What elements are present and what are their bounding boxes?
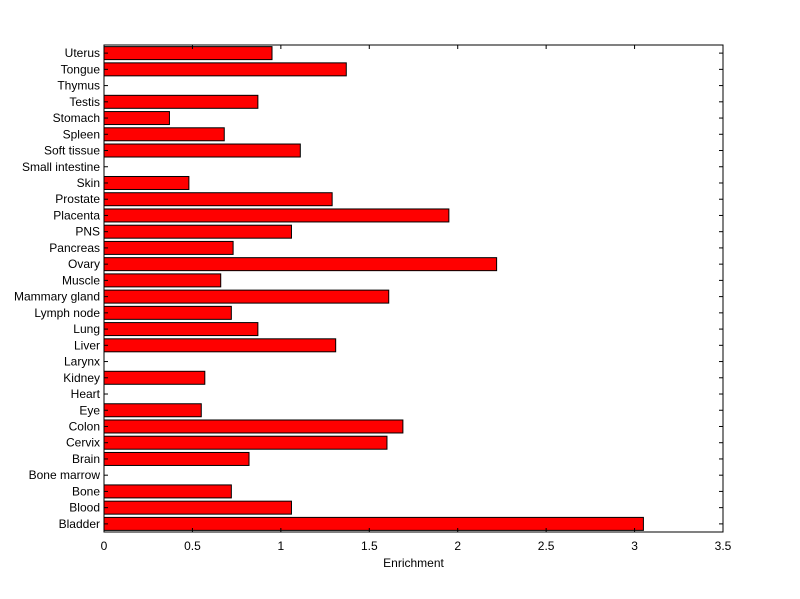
bars-group <box>103 46 644 531</box>
bar <box>103 419 404 434</box>
y-tick-labels: Bladder Blood Bone Bone marrow Brain Cervix Co… <box>14 46 101 531</box>
bar <box>103 240 234 255</box>
bar <box>103 516 644 531</box>
y-tick-label: Kidney <box>63 371 100 385</box>
y-tick-label: Uterus <box>65 46 100 60</box>
bar <box>103 289 390 304</box>
y-tick-label: Bladder <box>59 517 100 531</box>
bar <box>103 338 337 353</box>
bar <box>103 127 225 142</box>
bar <box>103 500 292 515</box>
y-tick-label: Placenta <box>53 208 100 222</box>
bar <box>103 94 259 109</box>
y-tick-label: Larynx <box>64 355 100 369</box>
y-tick-label: Spleen <box>63 127 100 141</box>
y-tick-label: Skin <box>77 176 100 190</box>
y-tick-label: Eye <box>79 403 100 417</box>
bar <box>103 403 202 418</box>
x-tick-label: 1.5 <box>361 539 378 553</box>
x-tick-label: 2.5 <box>538 539 555 553</box>
y-tick-label: Colon <box>69 419 100 433</box>
bar <box>103 192 333 207</box>
y-tick-label: Ovary <box>68 257 100 271</box>
y-tick-label: Lymph node <box>34 306 100 320</box>
y-tick-label: Brain <box>72 452 100 466</box>
y-tick-label: Tongue <box>61 62 101 76</box>
bar <box>103 322 259 337</box>
y-tick-label: Pancreas <box>49 241 100 255</box>
bar <box>103 370 206 385</box>
bar <box>103 208 450 223</box>
bar <box>103 305 232 320</box>
y-tick-label: PNS <box>75 225 100 239</box>
bar <box>103 451 250 466</box>
y-tick-label: Thymus <box>57 79 100 93</box>
bar <box>103 143 301 158</box>
bar <box>103 224 292 239</box>
y-tick-label: Small intestine <box>22 160 100 174</box>
bar <box>103 46 273 61</box>
x-tick-label: 3.5 <box>715 539 732 553</box>
y-tick-label: Heart <box>71 387 101 401</box>
x-tick-label: 1 <box>278 539 285 553</box>
x-tick-label: 0 <box>101 539 108 553</box>
x-tick-label: 3 <box>631 539 638 553</box>
y-tick-label: Blood <box>69 501 100 515</box>
y-tick-label: Muscle <box>62 273 100 287</box>
bar <box>103 62 347 77</box>
y-tick-label: Bone <box>72 484 100 498</box>
y-tick-label: Cervix <box>66 436 100 450</box>
bar <box>103 273 222 288</box>
x-tick-label: 0.5 <box>184 539 201 553</box>
bar <box>103 484 232 499</box>
bar <box>103 111 170 126</box>
y-tick-label: Liver <box>74 338 100 352</box>
y-tick-label: Stomach <box>53 111 100 125</box>
bar <box>103 257 498 272</box>
y-tick-label: Testis <box>69 95 100 109</box>
y-tick-label: Bone marrow <box>29 468 101 482</box>
x-tick-labels: 0 0.5 1 1.5 2 2.5 3 3.5 <box>101 539 732 553</box>
y-tick-label: Soft tissue <box>44 144 100 158</box>
plot-area-frame <box>103 44 724 533</box>
y-tick-label: Lung <box>73 322 100 336</box>
bar <box>103 435 388 450</box>
bar <box>103 175 190 190</box>
x-tick-label: 2 <box>454 539 461 553</box>
x-axis-label: Enrichment <box>383 556 444 570</box>
y-tick-label: Prostate <box>55 192 100 206</box>
y-tick-label: Mammary gland <box>14 290 100 304</box>
